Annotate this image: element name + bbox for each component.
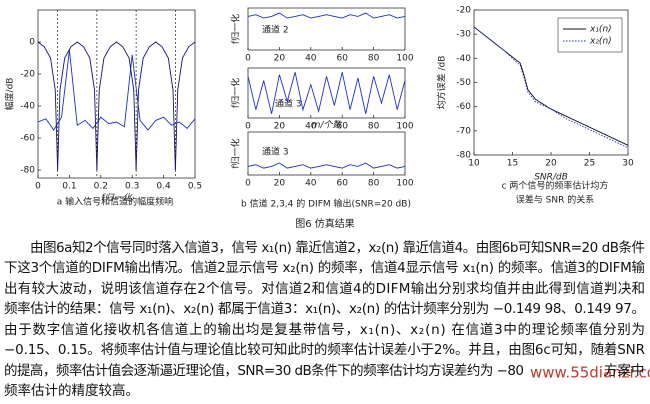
legend-label: x₂(n) [589, 37, 612, 47]
series-line [247, 12, 406, 19]
y-tick-label: -20 [20, 70, 35, 80]
y-tick-label: -30 [456, 30, 471, 40]
x-tick-label: 100 [396, 179, 413, 189]
plot-frame [37, 9, 196, 179]
series-line [174, 41, 196, 171]
x-tick-label: 0 [245, 179, 251, 189]
x-tick-label: 0 [35, 182, 41, 192]
y-tick-label: -50 [456, 78, 471, 88]
panel-caption: c 两个信号的频率估计均方 [502, 180, 609, 192]
series-line [57, 41, 98, 171]
y-tick-label: -60 [456, 102, 471, 112]
x-axis-label: m/个数 [312, 120, 343, 131]
x-tick-label: 0.4 [156, 182, 171, 192]
paragraph-line: 下这3个信道的DIFM输出情况。信道2显示信号 x₂(n) 的频率，信道4显示信… [4, 259, 646, 276]
plot-frame [247, 131, 406, 176]
x-tick-label: 25 [584, 159, 595, 169]
annotation: 通道 2 [262, 24, 289, 36]
x-axis-label: SNR/dB [534, 173, 568, 183]
plot-frame [247, 7, 406, 51]
panel-caption: b 信道 2,3,4 的 DIFM 输出(SNR=20 dB) [241, 198, 411, 210]
y-axis-label: f归一化 [230, 78, 242, 108]
paragraph-line: 出有较大波动，说明该信道存在2个信号。对信道2和信道4的DIFM输出分别求均值并… [4, 280, 645, 297]
x-tick-label: 0 [245, 122, 251, 132]
series-line [247, 72, 406, 114]
paragraph-line: −0.15、0.15。将频率估计值与理论值比较可知此时的频率估计误差小于2%。并… [4, 341, 645, 358]
series-line [473, 26, 629, 149]
paragraph-line: 频率估计的精度较高。 [4, 382, 139, 399]
x-tick-label: 80 [368, 122, 380, 132]
x-tick-label: 20 [274, 122, 286, 132]
y-tick-label: -70 [456, 126, 471, 136]
y-axis-label: 幅度/dB [4, 78, 16, 111]
x-tick-label: 30 [622, 159, 634, 169]
y-tick-label: 0 [29, 38, 35, 48]
series-line [247, 162, 406, 169]
figure-caption: 图6 仿真结果 [295, 217, 355, 230]
plot-frame [247, 67, 406, 119]
x-tick-label: 40 [305, 179, 317, 189]
x-axis-label: f归一化 [101, 193, 132, 204]
x-tick-label: 15 [507, 159, 518, 169]
y-tick-label: -40 [456, 54, 471, 64]
panel-caption: 误差与 SNR 的关系 [516, 194, 594, 206]
x-tick-label: 100 [396, 54, 413, 64]
x-tick-label: 60 [336, 54, 348, 64]
paragraph-line: 频率估计的结果：信号 x₁(n)、x₂(n) 都属于信道3：x₁(n)、x₂(n… [4, 300, 645, 317]
y-tick-label: -80 [20, 166, 35, 176]
series-line [37, 41, 59, 171]
x-tick-label: 0.3 [125, 182, 139, 192]
y-axis-label: f归一化 [230, 138, 242, 168]
x-tick-label: 20 [274, 179, 286, 189]
annotation: 通道 3 [262, 146, 289, 158]
watermark: www.55dianzi.com [530, 364, 650, 382]
x-tick-label: 0.2 [94, 182, 108, 192]
y-axis-label: 均方误差 /dB [436, 56, 448, 110]
x-tick-label: 10 [468, 159, 480, 169]
x-tick-label: 60 [336, 179, 348, 189]
x-tick-label: 0.1 [62, 182, 76, 192]
x-tick-label: 40 [305, 122, 317, 132]
paragraph-line: 由图6a知2个信号同时落入信道3，信号 x₁(n) 靠近信道2，x₂(n) 靠近… [30, 239, 645, 256]
x-tick-label: 20 [545, 159, 557, 169]
x-tick-label: 80 [368, 179, 380, 189]
y-axis-label: f归一化 [230, 14, 242, 44]
x-tick-label: 0.5 [188, 182, 202, 192]
x-tick-label: 0 [245, 54, 251, 64]
legend-box [557, 17, 623, 53]
annotation: 通道 3 [275, 98, 302, 110]
y-tick-label: -80 [456, 151, 471, 161]
series-line [96, 41, 137, 171]
x-tick-label: 100 [396, 122, 413, 132]
x-tick-label: 40 [305, 54, 317, 64]
paragraph-line: 方案中 [604, 362, 645, 379]
x-tick-label: 80 [368, 54, 380, 64]
paragraph-line: 的提高，频率估计值会逐渐逼近理论值，SNR=30 dB条件下的频率估计均方误差约… [4, 362, 524, 379]
x-tick-label: 20 [274, 54, 286, 64]
legend-label: x₁(n) [589, 25, 612, 35]
x-tick-label: 60 [336, 122, 348, 132]
panel-caption: a 输入信号和信道的幅度频响 [57, 196, 173, 208]
series-line [135, 41, 176, 171]
series-line [37, 49, 196, 131]
paragraph-line: 由于数字信道化接收机各信道上的输出均是复基带信号，x₁(n)、x₂(n) 在信道… [4, 321, 645, 338]
y-tick-label: -60 [20, 134, 35, 144]
y-tick-label: -20 [456, 6, 471, 16]
y-tick-label: -40 [20, 102, 35, 112]
